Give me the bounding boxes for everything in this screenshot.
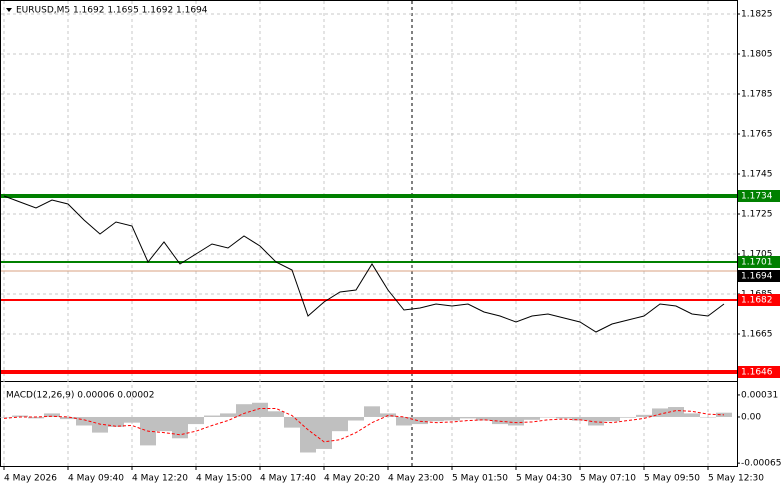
level-label-box <box>738 190 780 202</box>
histogram-bar <box>364 406 380 417</box>
histogram-bar <box>252 402 268 417</box>
macd-title: MACD(12,26,9) 0.00006 0.00002 <box>6 391 155 401</box>
level-label-box <box>738 366 780 378</box>
histogram-bar <box>444 416 460 421</box>
histogram-bar <box>28 416 44 419</box>
histogram-bar <box>76 416 92 426</box>
level-label: 1.1646 <box>741 368 773 378</box>
histogram-bar <box>636 414 652 417</box>
histogram-bar <box>108 416 124 427</box>
x-tick-label: 4 May 09:40 <box>68 474 124 484</box>
last-price-label: 1.1694 <box>741 272 773 282</box>
histogram-bar <box>316 416 332 449</box>
histogram-bar <box>492 416 508 425</box>
histogram-bar <box>604 416 620 422</box>
x-tick-label: 5 May 04:30 <box>516 474 572 484</box>
histogram-bar <box>44 413 60 417</box>
x-tick-label: 5 May 01:50 <box>452 474 508 484</box>
y-tick-label: 1.1745 <box>741 170 773 180</box>
x-tick-label: 5 May 07:10 <box>580 474 636 484</box>
x-tick-label: 4 May 12:20 <box>132 474 188 484</box>
histogram-bar <box>300 416 316 453</box>
histogram-bar <box>188 416 204 425</box>
x-tick-label: 4 May 23:00 <box>388 474 444 484</box>
y-tick-label: 1.1785 <box>741 90 773 100</box>
y-tick-label: 1.1725 <box>741 210 773 220</box>
chart-title: EURUSD,M5 1.1692 1.1695 1.1692 1.1694 <box>16 6 208 16</box>
histogram-bar <box>204 415 220 417</box>
histogram-bar <box>460 416 476 419</box>
signal-line <box>3 407 725 443</box>
histogram-bar <box>412 416 428 425</box>
histogram-bar <box>588 416 604 426</box>
y-tick-label: 1.1825 <box>741 10 773 20</box>
histogram-bar <box>556 416 572 419</box>
histogram-bar <box>284 416 300 428</box>
level-label: 1.1682 <box>741 296 773 306</box>
histogram-bar <box>508 416 524 426</box>
histogram-bar <box>620 416 636 418</box>
histogram-bar <box>92 416 108 433</box>
menu-arrow <box>6 8 12 12</box>
histogram-bar <box>652 408 668 417</box>
frame <box>0 0 738 467</box>
histogram-bar <box>428 416 444 422</box>
level-label-box <box>738 256 780 268</box>
histogram-bar <box>572 416 588 421</box>
x-tick-label: 4 May 2026 <box>4 474 57 484</box>
histogram-bar <box>60 416 76 420</box>
y-tick-label: 0.00031 <box>741 390 778 400</box>
histogram-bar <box>700 416 716 418</box>
histogram-bar <box>172 416 188 439</box>
y-tick-label: 1.1805 <box>741 50 773 60</box>
histogram-bar <box>524 416 540 420</box>
y-tick-label: 1.1765 <box>741 130 773 140</box>
last-price-box <box>738 270 780 282</box>
level-label: 1.1701 <box>741 258 773 268</box>
level-label-box <box>738 294 780 306</box>
x-tick-label: 4 May 17:40 <box>260 474 316 484</box>
histogram-bar <box>668 407 684 417</box>
histogram-bar <box>396 416 412 426</box>
histogram-bar <box>476 416 492 421</box>
x-tick-label: 5 May 09:50 <box>644 474 700 484</box>
x-tick-label: 5 May 12:30 <box>708 474 764 484</box>
y-tick-label: 0.00 <box>741 412 761 422</box>
histogram-bar <box>332 416 348 432</box>
y-tick-label: 1.1705 <box>741 250 773 260</box>
histogram-bar <box>236 404 252 417</box>
histogram-bar <box>124 416 140 423</box>
histogram-bar <box>156 416 172 432</box>
histogram-bar <box>348 416 364 421</box>
histogram-bar <box>540 416 556 418</box>
level-label: 1.1734 <box>741 192 773 202</box>
histogram-bar <box>220 413 236 417</box>
histogram-bar <box>12 415 28 417</box>
price-line <box>3 195 725 333</box>
histogram-bar <box>684 413 700 417</box>
y-tick-label: 1.1665 <box>741 330 773 340</box>
histogram-bar <box>0 416 12 418</box>
x-tick-label: 4 May 15:00 <box>196 474 252 484</box>
histogram-bar <box>268 411 284 417</box>
y-tick-label: -0.00065 <box>741 459 781 469</box>
x-tick-label: 4 May 20:20 <box>324 474 380 484</box>
